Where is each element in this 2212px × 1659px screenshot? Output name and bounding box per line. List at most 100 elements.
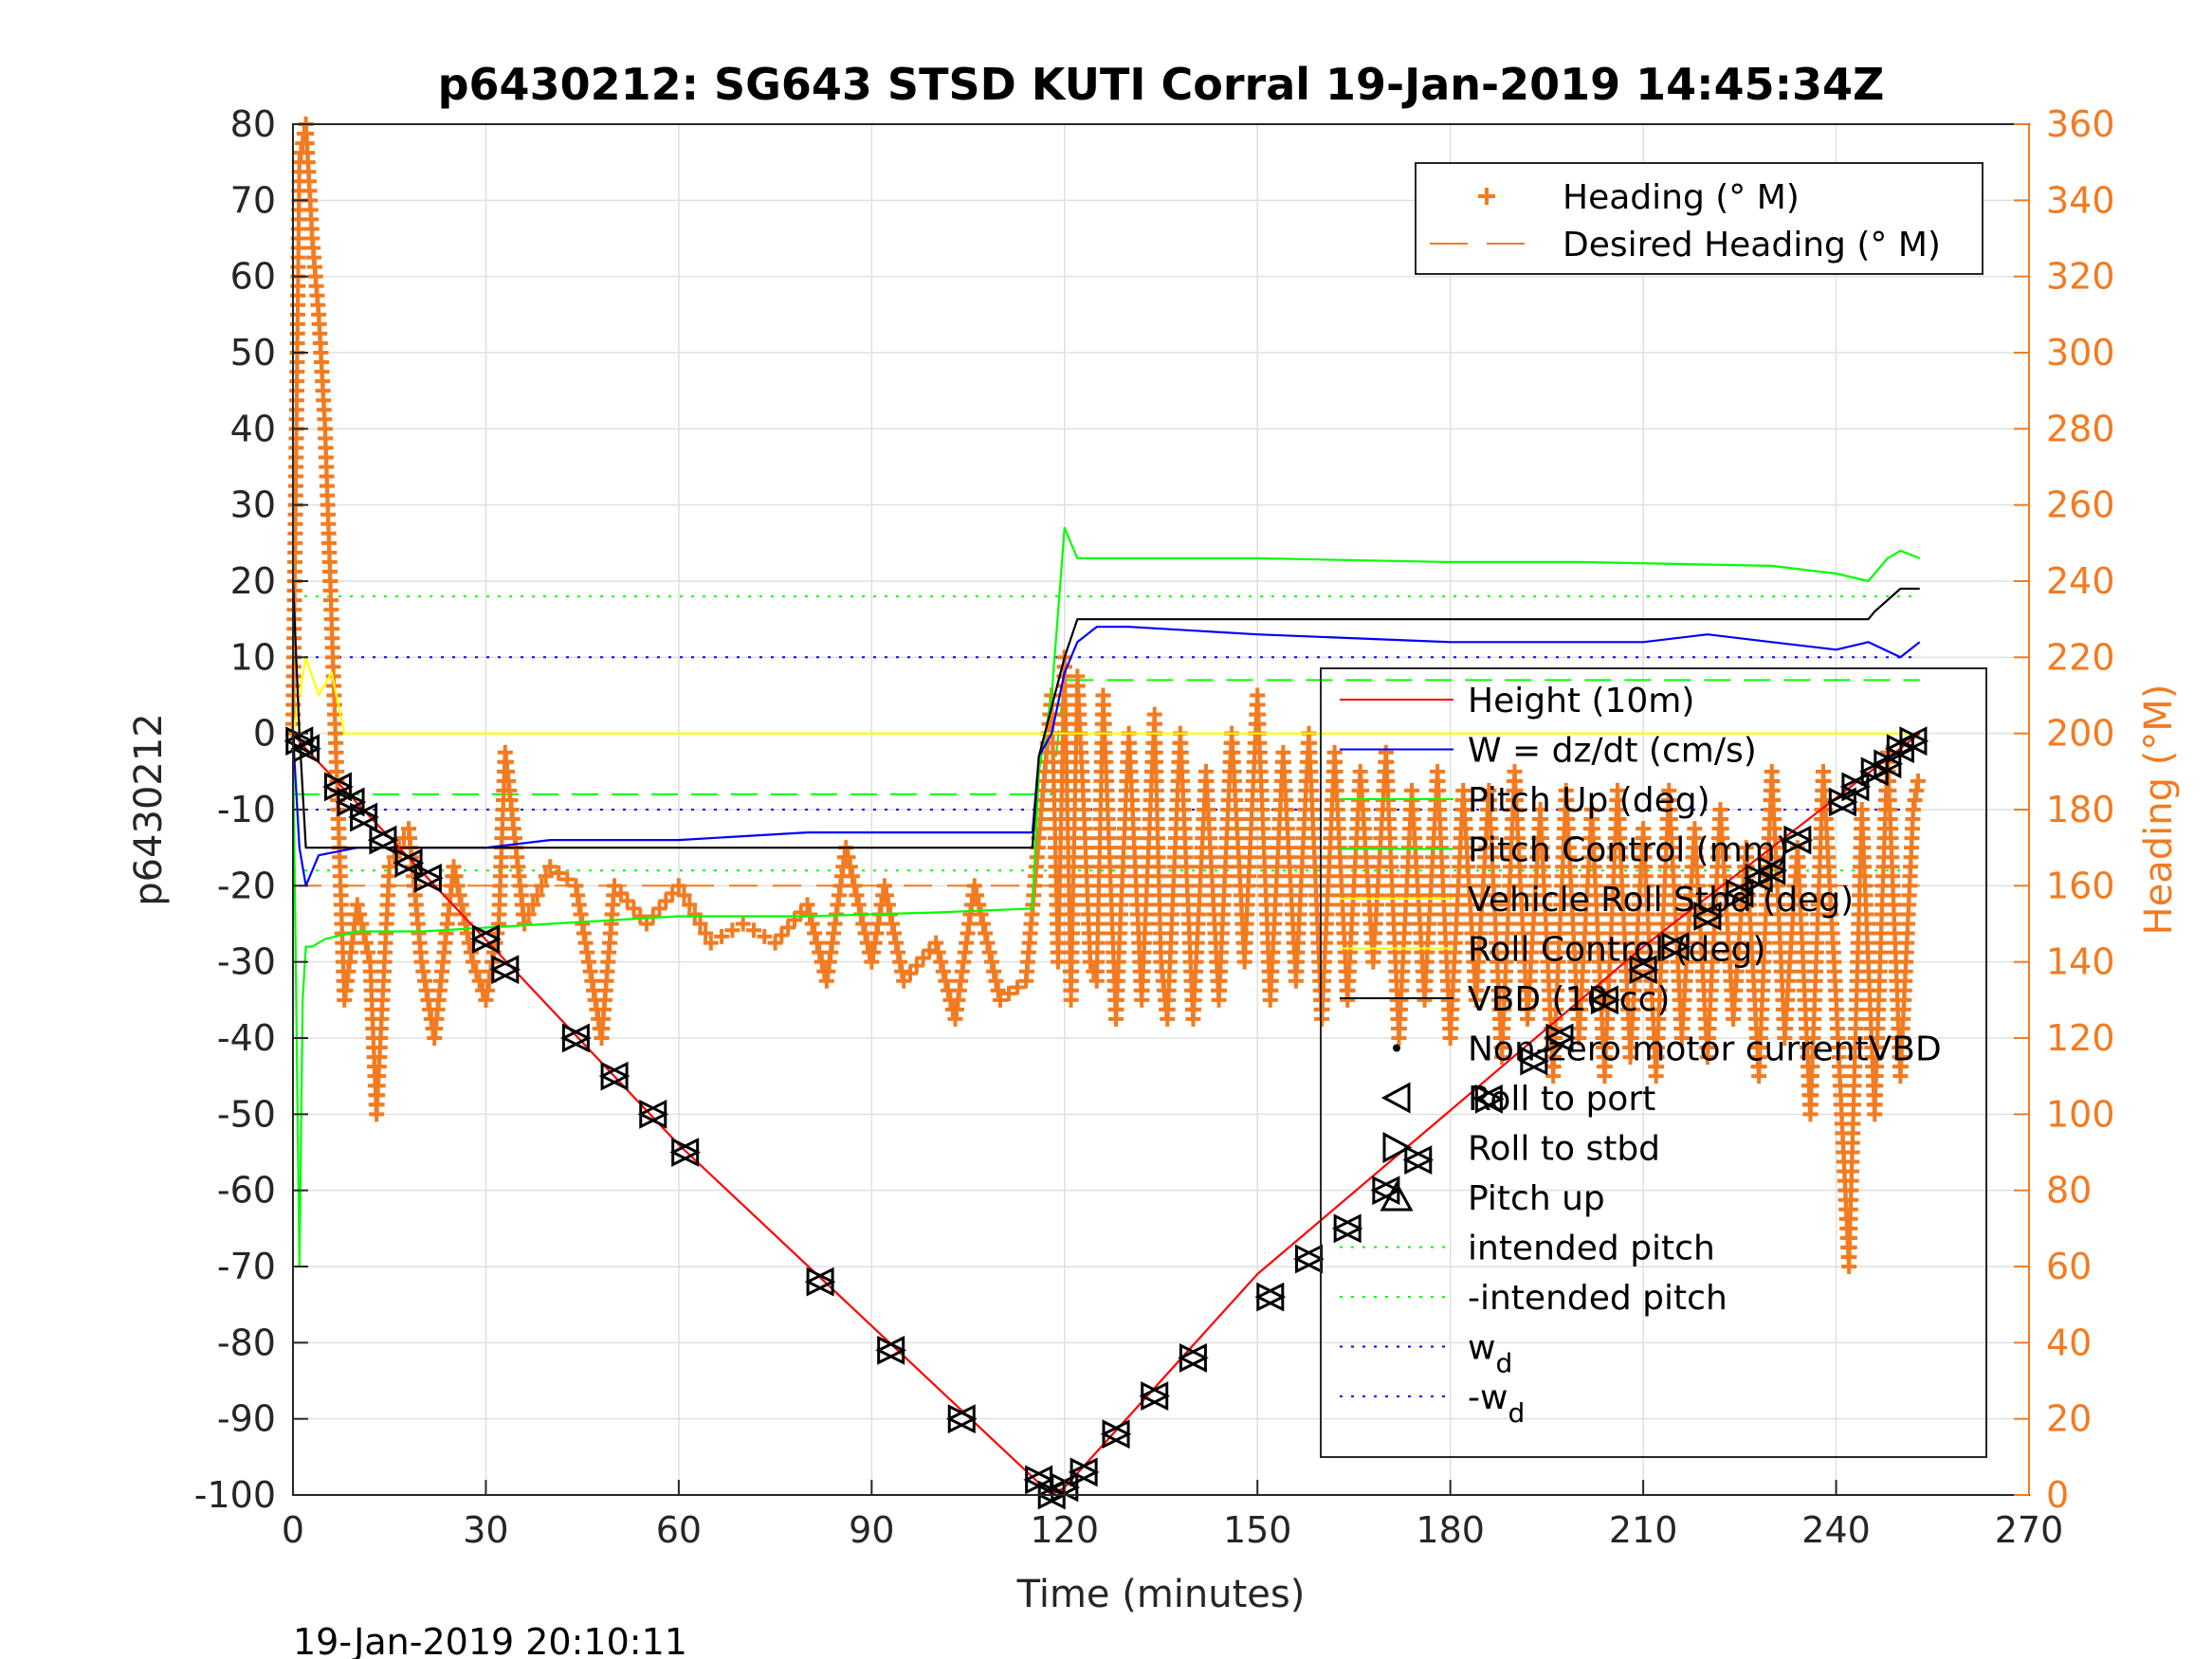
heading-marker bbox=[878, 887, 894, 903]
y2-axis-label: Heading (°M) bbox=[2137, 684, 2181, 936]
x-tick-label: 270 bbox=[1995, 1509, 2064, 1551]
legend-label: intended pitch bbox=[1468, 1230, 1715, 1268]
legend-marker bbox=[1393, 1044, 1400, 1052]
heading-marker bbox=[992, 992, 1008, 1008]
heading-marker bbox=[449, 878, 466, 894]
roll-stbd-marker bbox=[877, 1335, 907, 1365]
y2-tick-label: 20 bbox=[2046, 1398, 2092, 1440]
heading-marker bbox=[908, 957, 924, 974]
y-tick-label: -10 bbox=[217, 789, 276, 830]
heading-marker bbox=[632, 908, 649, 924]
y-tick-label: -70 bbox=[217, 1246, 276, 1287]
heading-marker bbox=[767, 935, 783, 951]
heading-marker bbox=[990, 982, 1006, 998]
heading-marker bbox=[517, 916, 533, 932]
legend-main: Height (10m) W = dz/dt (cm/s) Pitch Up (de… bbox=[1320, 667, 1987, 1458]
heading-marker bbox=[978, 925, 994, 941]
heading-marker bbox=[840, 849, 856, 866]
heading-marker bbox=[849, 887, 865, 903]
y2-tick-label: 180 bbox=[2046, 789, 2115, 830]
y2-tick-label: 60 bbox=[2046, 1246, 2092, 1287]
heading-marker bbox=[885, 916, 901, 932]
y-tick-label: -60 bbox=[217, 1170, 276, 1212]
heading-marker bbox=[354, 916, 370, 932]
heading-marker bbox=[626, 901, 642, 917]
roll-stbd-marker bbox=[947, 1404, 978, 1434]
heading-marker bbox=[804, 916, 820, 932]
heading-marker bbox=[446, 859, 462, 875]
series-line bbox=[291, 656, 1920, 735]
heading-marker bbox=[356, 925, 372, 941]
legend-label: Pitch Up (deg) bbox=[1468, 781, 1710, 820]
heading-marker bbox=[703, 935, 719, 951]
heading-marker bbox=[714, 928, 730, 944]
y-axis-label: p6430212 bbox=[127, 713, 171, 906]
roll-stbd-marker bbox=[1783, 825, 1814, 855]
heading-marker bbox=[529, 887, 545, 903]
roll-markers bbox=[283, 726, 1929, 1510]
heading-marker bbox=[981, 944, 997, 960]
legend-label: Desired Heading (° M) bbox=[1563, 226, 1941, 264]
y2-tick-label: 160 bbox=[2046, 865, 2115, 906]
legend-marker bbox=[1380, 1082, 1411, 1114]
heading-marker bbox=[658, 893, 674, 909]
y-tick-label: -90 bbox=[217, 1398, 276, 1440]
roll-stbd-marker bbox=[1899, 726, 1929, 757]
heading-marker bbox=[973, 906, 989, 922]
heading-marker bbox=[915, 950, 931, 966]
roll-stbd-marker bbox=[1333, 1213, 1363, 1244]
y-tick-label: 60 bbox=[230, 256, 276, 298]
legend-label: Roll Control (deg) bbox=[1468, 931, 1765, 970]
heading-marker bbox=[455, 906, 471, 922]
heading-marker bbox=[975, 916, 991, 932]
heading-marker bbox=[682, 897, 698, 913]
x-tick-label: 120 bbox=[1031, 1509, 1100, 1551]
x-tick-label: 150 bbox=[1223, 1509, 1292, 1551]
y2-tick-label: 260 bbox=[2046, 484, 2115, 526]
heading-marker bbox=[670, 878, 686, 894]
heading-marker bbox=[521, 906, 537, 922]
roll-stbd-marker bbox=[394, 848, 425, 878]
heading-marker bbox=[802, 906, 818, 922]
roll-stbd-marker bbox=[1102, 1419, 1132, 1449]
y2-tick-label: 40 bbox=[2046, 1322, 2092, 1363]
roll-stbd-marker bbox=[1372, 1176, 1402, 1206]
roll-stbd-marker bbox=[1256, 1282, 1287, 1312]
heading-marker bbox=[1010, 979, 1026, 995]
heading-marker bbox=[607, 878, 623, 894]
heading-marker bbox=[746, 922, 762, 939]
y2-tick-label: 340 bbox=[2046, 179, 2115, 221]
heading-marker bbox=[903, 965, 919, 981]
y-tick-label: -50 bbox=[217, 1093, 276, 1135]
heading-marker bbox=[676, 887, 692, 903]
series-line bbox=[291, 526, 1921, 1268]
y2-tick-label: 220 bbox=[2046, 636, 2115, 678]
roll-stbd-marker bbox=[1590, 985, 1620, 1015]
y-tick-label: 30 bbox=[230, 484, 276, 526]
heading-marker bbox=[809, 935, 825, 951]
y2-tick-label: 360 bbox=[2046, 103, 2115, 145]
heading-marker bbox=[538, 868, 554, 884]
heading-marker bbox=[448, 868, 464, 884]
roll-stbd-marker bbox=[1069, 1457, 1100, 1487]
heading-marker bbox=[887, 925, 903, 941]
legend-label: Heading (° M) bbox=[1563, 178, 1800, 217]
legend-label: Vehicle Roll Stbd (deg) bbox=[1468, 881, 1854, 920]
timestamp: 19-Jan-2019 20:10:11 bbox=[293, 1621, 687, 1659]
heading-marker bbox=[360, 944, 376, 960]
legend-label: Roll to stbd bbox=[1468, 1130, 1660, 1169]
roll-stbd-marker bbox=[1520, 1046, 1550, 1076]
y-tick-label: -100 bbox=[194, 1474, 276, 1516]
heading-marker bbox=[780, 920, 796, 936]
chart-title: p6430212: SG643 STSD KUTI Corral 19-Jan-… bbox=[438, 59, 1885, 110]
heading-marker bbox=[757, 928, 773, 944]
x-tick-label: 90 bbox=[849, 1509, 894, 1551]
legend-marker bbox=[1380, 1180, 1414, 1212]
heading-marker bbox=[969, 887, 985, 903]
roll-stbd-marker bbox=[413, 863, 444, 893]
heading-marker bbox=[850, 897, 867, 913]
series-line bbox=[291, 580, 1920, 849]
y2-tick-label: 140 bbox=[2046, 941, 2115, 983]
roll-stbd-marker bbox=[1661, 932, 1691, 962]
